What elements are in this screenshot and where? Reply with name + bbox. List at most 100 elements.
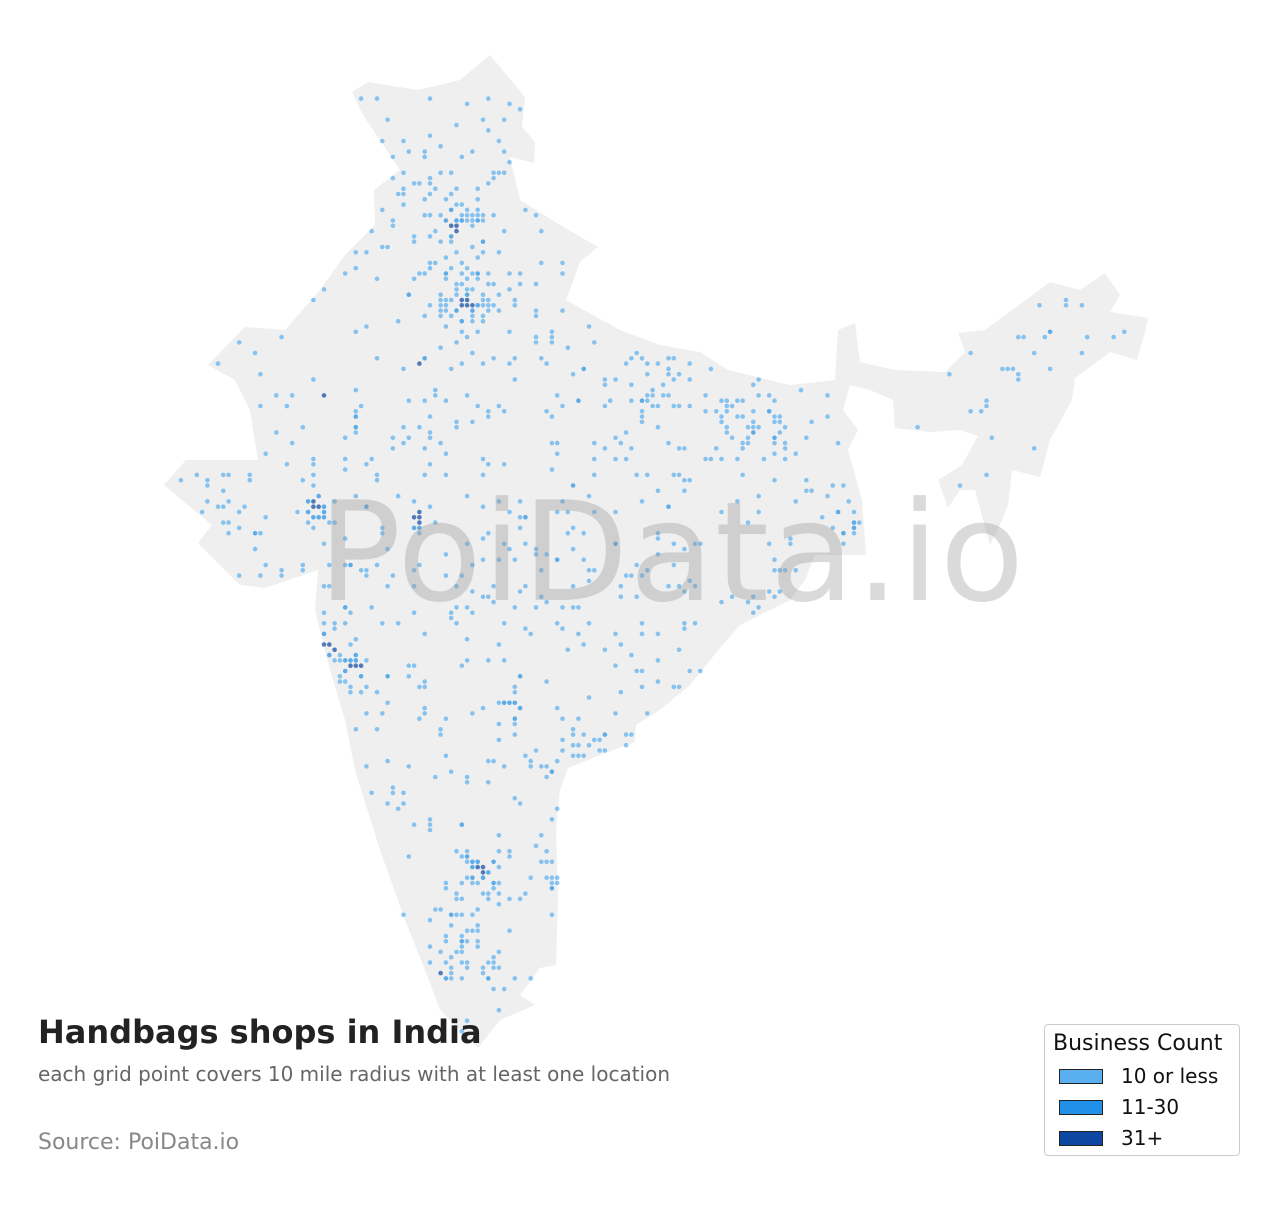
grid-point bbox=[459, 361, 465, 366]
grid-point bbox=[650, 387, 655, 393]
grid-point bbox=[724, 403, 730, 409]
grid-point bbox=[666, 440, 671, 446]
grid-point bbox=[337, 674, 343, 679]
grid-point bbox=[544, 679, 549, 684]
grid-point bbox=[592, 509, 597, 515]
grid-point bbox=[305, 499, 311, 504]
grid-point bbox=[613, 663, 618, 668]
grid-point bbox=[682, 621, 687, 626]
grid-point bbox=[417, 562, 422, 568]
grid-point bbox=[729, 403, 735, 409]
grid-point bbox=[570, 483, 576, 488]
grid-point bbox=[422, 212, 428, 218]
grid-point bbox=[470, 244, 475, 250]
grid-point bbox=[395, 191, 401, 197]
grid-point bbox=[772, 414, 777, 419]
grid-point bbox=[501, 228, 507, 234]
grid-point bbox=[438, 345, 443, 351]
grid-point bbox=[252, 530, 258, 536]
grid-point bbox=[427, 944, 433, 949]
grid-point bbox=[576, 753, 581, 759]
grid-point bbox=[358, 674, 364, 679]
grid-point bbox=[221, 488, 226, 494]
grid-point bbox=[496, 864, 502, 870]
grid-point bbox=[692, 621, 698, 626]
grid-point bbox=[475, 923, 481, 928]
grid-point bbox=[830, 483, 836, 488]
grid-point bbox=[311, 297, 316, 303]
grid-point bbox=[496, 499, 502, 504]
grid-point bbox=[422, 149, 428, 154]
grid-point bbox=[448, 965, 454, 971]
grid-point bbox=[671, 541, 677, 547]
grid-point bbox=[342, 668, 348, 674]
grid-point bbox=[475, 197, 481, 202]
grid-point bbox=[735, 499, 740, 504]
grid-point bbox=[554, 880, 560, 886]
grid-point bbox=[586, 621, 592, 626]
grid-point bbox=[777, 430, 783, 435]
grid-point bbox=[496, 308, 502, 313]
grid-point bbox=[433, 520, 438, 525]
grid-point bbox=[634, 472, 639, 478]
grid-point bbox=[523, 626, 528, 631]
grid-point bbox=[740, 440, 745, 446]
grid-point bbox=[433, 260, 438, 266]
grid-point bbox=[454, 186, 459, 191]
grid-point bbox=[385, 758, 390, 764]
grid-point bbox=[745, 435, 751, 441]
grid-point bbox=[613, 541, 618, 547]
grid-point bbox=[321, 642, 327, 647]
grid-point bbox=[427, 430, 433, 435]
grid-point bbox=[427, 212, 433, 218]
grid-point bbox=[565, 509, 571, 515]
grid-point bbox=[236, 340, 242, 345]
grid-point bbox=[486, 976, 491, 981]
grid-point bbox=[316, 504, 322, 510]
grid-point bbox=[470, 562, 475, 568]
grid-point bbox=[401, 191, 406, 197]
grid-point bbox=[385, 117, 390, 123]
grid-point bbox=[321, 610, 327, 615]
grid-point bbox=[459, 202, 465, 207]
grid-point bbox=[698, 541, 703, 547]
grid-point bbox=[443, 880, 449, 886]
grid-point bbox=[570, 742, 576, 748]
grid-point bbox=[782, 456, 788, 462]
grid-point bbox=[554, 705, 560, 711]
grid-point bbox=[1010, 366, 1016, 372]
grid-point bbox=[772, 419, 777, 425]
grid-point bbox=[486, 181, 491, 186]
grid-point bbox=[576, 716, 581, 721]
grid-point bbox=[236, 573, 242, 578]
grid-point bbox=[772, 451, 777, 457]
grid-point bbox=[443, 218, 449, 223]
grid-point bbox=[226, 472, 231, 478]
grid-point bbox=[480, 456, 486, 462]
grid-point bbox=[735, 398, 740, 404]
grid-point bbox=[470, 859, 475, 865]
grid-point bbox=[374, 356, 380, 361]
watermark: PoiData.io bbox=[318, 472, 1026, 633]
grid-point bbox=[401, 912, 406, 918]
grid-point bbox=[364, 504, 369, 510]
grid-point bbox=[501, 764, 507, 769]
grid-point bbox=[380, 207, 385, 213]
grid-point bbox=[448, 223, 454, 229]
grid-point bbox=[263, 515, 269, 520]
grid-point bbox=[279, 334, 284, 340]
grid-point bbox=[353, 414, 359, 419]
grid-point bbox=[443, 933, 449, 939]
grid-point bbox=[544, 599, 549, 605]
grid-point bbox=[221, 504, 226, 510]
grid-point bbox=[417, 361, 422, 366]
grid-point bbox=[486, 414, 491, 419]
grid-point bbox=[406, 663, 412, 668]
grid-point bbox=[390, 790, 396, 796]
grid-point bbox=[597, 748, 602, 753]
grid-point bbox=[459, 212, 465, 218]
grid-point bbox=[565, 530, 571, 536]
grid-point bbox=[602, 732, 608, 737]
grid-point bbox=[438, 170, 443, 176]
grid-point bbox=[570, 605, 576, 610]
